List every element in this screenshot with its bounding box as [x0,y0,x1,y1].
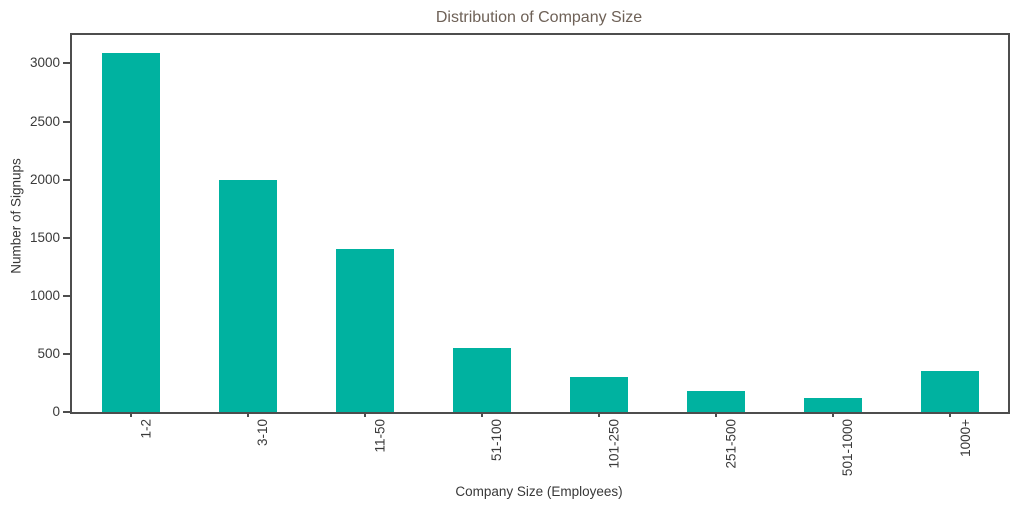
y-tick-mark [63,62,70,65]
x-tick-mark [480,412,483,417]
y-tick-label: 0 [52,404,60,419]
y-tick-mark [63,294,70,297]
y-tick-label: 1500 [29,229,60,245]
bar [920,371,979,412]
y-tick-mark [63,411,70,413]
y-tick-mark [63,352,70,355]
y-tick-mark [63,236,70,239]
x-tick-label: 501-1000 [840,419,856,477]
x-tick-label: 51-100 [489,419,505,462]
y-tick-label: 2500 [29,113,60,129]
y-tick-mark [63,120,70,123]
x-tick-mark [714,412,717,417]
x-tick-mark [129,412,132,417]
x-tick-mark [246,412,249,417]
bar [452,348,511,412]
chart-title: Distribution of Company Size [435,9,643,26]
x-axis-label: Company Size (Employees) [455,484,623,499]
x-tick-mark [597,412,600,417]
y-tick-label: 1000 [29,287,60,303]
x-tick-mark [363,412,366,417]
bar [803,397,862,412]
x-tick-label: 11-50 [372,419,388,453]
bar [335,249,394,412]
x-tick-mark [948,412,951,417]
x-tick-label: 3-10 [255,419,271,447]
bar [569,377,628,412]
bar [101,52,160,412]
bar [686,391,745,412]
y-tick-mark [63,178,70,181]
bar [218,179,277,412]
y-tick-label: 2000 [29,171,60,187]
x-tick-label: 101-250 [606,419,622,469]
y-tick-label: 3000 [29,55,60,71]
y-tick-label: 500 [37,345,60,361]
y-axis-label: Number of Signups [8,158,24,274]
x-tick-label: 251-500 [723,419,739,469]
x-tick-mark [831,412,834,417]
x-tick-label: 1-2 [138,419,154,439]
plot-area [70,33,1010,414]
x-tick-label: 1000+ [957,419,973,457]
